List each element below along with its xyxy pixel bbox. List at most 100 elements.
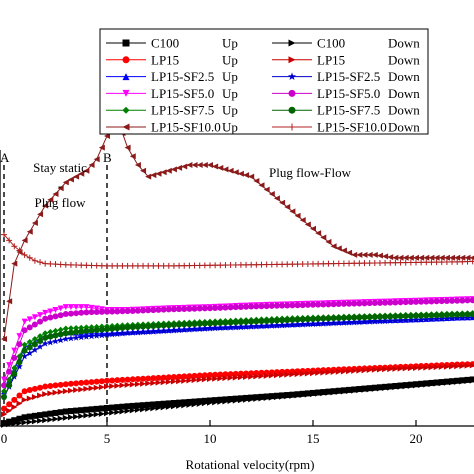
data-point: [232, 323, 240, 331]
data-point: [232, 304, 239, 311]
data-point: [73, 413, 80, 420]
data-point: [93, 327, 100, 334]
data-point: [6, 298, 13, 305]
data-point: [186, 321, 193, 328]
data-point: [222, 166, 229, 173]
data-point: [366, 318, 374, 325]
data-point: [243, 396, 250, 403]
data-point: [155, 374, 162, 381]
data-point: [37, 384, 44, 391]
data-point: [346, 260, 353, 267]
data-point: [134, 162, 141, 168]
data-point: [150, 172, 157, 179]
data-point: [397, 383, 404, 390]
data-point: [449, 258, 456, 265]
data-point: [243, 303, 250, 310]
data-point: [21, 414, 28, 421]
legend-direction: Up: [222, 120, 238, 135]
data-point: [52, 307, 59, 313]
data-point: [26, 228, 33, 235]
data-point: [454, 254, 461, 261]
data-point: [104, 377, 110, 384]
annotation-plug-flow: Plug flow: [35, 195, 87, 210]
data-point: [186, 401, 193, 408]
data-point: [104, 410, 110, 417]
data-point: [443, 363, 450, 370]
data-point: [314, 320, 322, 327]
data-point: [438, 312, 445, 319]
data-point: [129, 262, 136, 269]
data-point: [191, 162, 198, 168]
data-point: [181, 373, 188, 380]
data-point: [78, 170, 85, 177]
data-point: [47, 260, 54, 267]
data-point: [212, 305, 219, 312]
legend-direction: Up: [222, 86, 238, 101]
data-point: [98, 405, 105, 412]
data-point: [397, 313, 404, 320]
data-point: [73, 380, 80, 387]
data-point: [273, 322, 281, 329]
data-point: [201, 400, 208, 407]
data-point: [361, 300, 368, 307]
data-point: [181, 262, 188, 269]
data-point: [397, 254, 404, 261]
data-point: [469, 362, 474, 369]
data-point: [149, 328, 157, 335]
data-point: [248, 373, 255, 380]
data-point: [42, 383, 49, 390]
data-point: [366, 300, 373, 307]
data-point: [42, 309, 49, 316]
data-point: [37, 259, 44, 266]
data-point: [47, 382, 54, 389]
annotation-a: A: [0, 150, 10, 165]
data-point: [104, 405, 110, 412]
data-point: [191, 262, 198, 269]
data-point: [52, 327, 59, 334]
legend-label: LP15-SF5.0: [317, 86, 380, 101]
data-point: [160, 379, 167, 386]
data-point: [458, 314, 466, 321]
plot-frame: [0, 150, 474, 427]
legend-marker: [122, 56, 130, 64]
legend: C100 Up C100 Down LP15 Up LP15 Down LP15-SF2.5 Up…: [99, 28, 429, 135]
data-point: [145, 307, 152, 314]
data-point: [37, 312, 44, 319]
data-point: [124, 376, 131, 383]
data-point: [258, 395, 265, 402]
data-point: [356, 260, 363, 267]
data-point: [315, 369, 322, 376]
x-tick-label: 0: [1, 431, 8, 446]
data-point: [140, 307, 147, 314]
data-point: [155, 322, 162, 329]
legend-direction: Down: [388, 103, 420, 118]
data-point: [62, 335, 70, 342]
data-point: [196, 398, 203, 405]
data-point: [93, 411, 100, 418]
data-point: [57, 381, 64, 388]
data-point: [62, 311, 69, 318]
data-point: [88, 262, 95, 269]
data-point: [57, 388, 64, 395]
data-point: [83, 262, 90, 269]
data-point: [78, 386, 85, 393]
data-point: [279, 317, 286, 324]
data-point: [346, 314, 353, 321]
data-point: [304, 370, 311, 377]
data-point: [217, 262, 224, 269]
data-point: [47, 390, 54, 397]
data-point: [243, 261, 250, 268]
data-point: [16, 420, 23, 427]
data-point: [376, 252, 383, 259]
data-point: [418, 364, 425, 371]
data-point: [366, 314, 373, 321]
data-point: [284, 393, 291, 400]
data-point: [320, 369, 327, 376]
data-point: [124, 144, 131, 151]
data-point: [119, 262, 126, 269]
data-point: [227, 324, 234, 331]
data-point: [304, 301, 311, 308]
data-point: [207, 371, 213, 378]
data-point: [335, 314, 342, 321]
data-point: [31, 314, 38, 321]
